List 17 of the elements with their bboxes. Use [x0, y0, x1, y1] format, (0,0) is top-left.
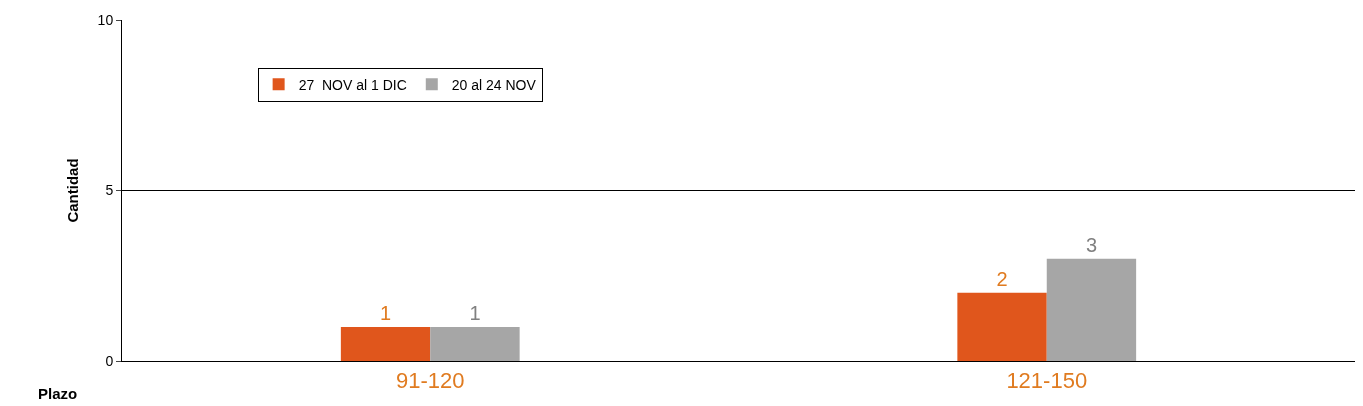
y-axis-title: Cantidad [63, 158, 81, 223]
bar [430, 326, 520, 361]
data-label: 2 [996, 267, 1008, 290]
legend-label: 27 NOV al 1 DIC [298, 76, 407, 93]
x-tick-label: 91-120 [395, 368, 465, 394]
y-tick-label: 5 [105, 182, 114, 199]
legend-label: 20 al 24 NOV [451, 76, 537, 93]
y-tick-label: 0 [105, 352, 114, 369]
bar [957, 292, 1047, 361]
data-label: 3 [1085, 233, 1098, 256]
bar [1046, 258, 1137, 361]
x-axis-title: Plazo [38, 385, 78, 402]
y-tick-label: 10 [97, 11, 114, 28]
bar [340, 326, 431, 361]
data-label: 1 [469, 301, 481, 324]
x-tick-label: 121-150 [1006, 368, 1088, 394]
data-label: 1 [379, 301, 392, 324]
